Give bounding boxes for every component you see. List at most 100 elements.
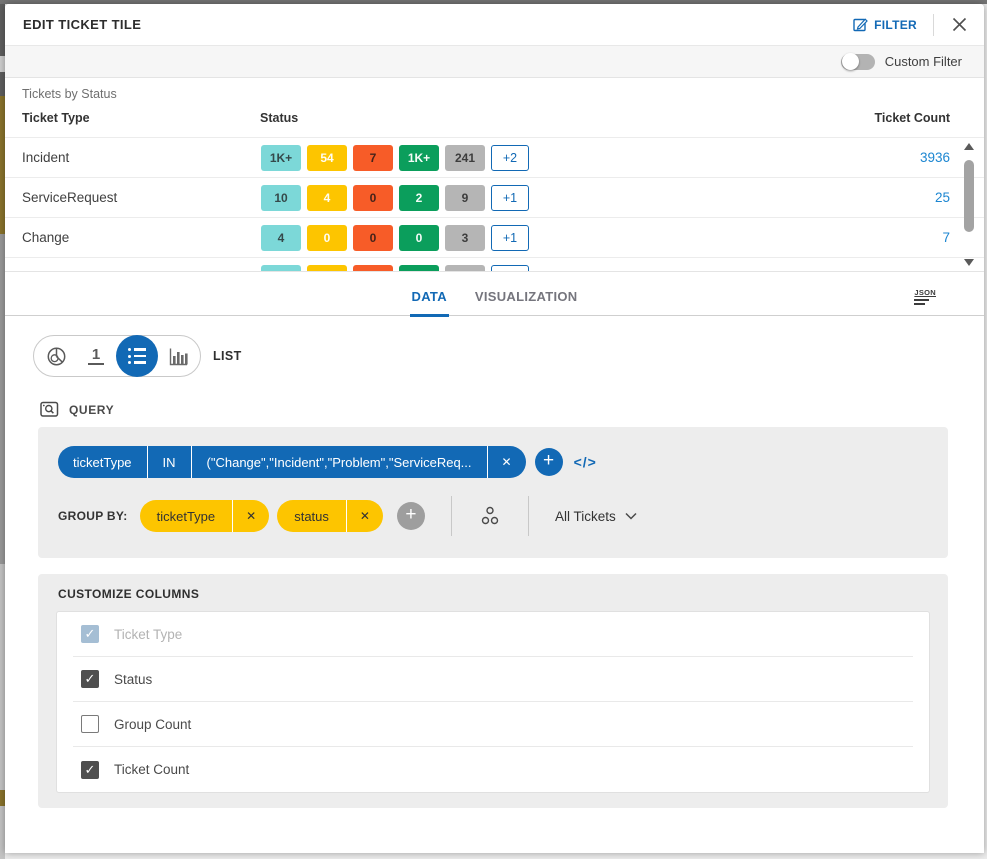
tile-preview: Tickets by Status Ticket Type Status Tic… — [5, 78, 984, 272]
close-icon[interactable] — [950, 16, 968, 34]
status-badge: 241 — [445, 144, 485, 171]
related-tickets-icon[interactable] — [478, 504, 502, 528]
column-header-ticket-type: Ticket Type — [22, 111, 90, 125]
status-badge: 10 — [261, 184, 301, 211]
query-remove-icon[interactable]: ✕ — [486, 446, 526, 478]
scroll-up-icon[interactable] — [964, 143, 974, 150]
status-badge: 0 — [353, 184, 393, 211]
add-group-by-button[interactable]: + — [396, 502, 425, 530]
table-viewport: Incident 1K+ 54 7 1K+ 241 +2 3936 ServiceRequest… — [5, 137, 984, 272]
table-column-headers: Ticket Type Status Ticket Count — [5, 111, 984, 131]
column-label: Group Count — [114, 716, 192, 732]
column-checkbox[interactable]: ✓ — [81, 760, 99, 779]
table-row: Change 4 0 0 0 3 +1 7 — [5, 218, 984, 258]
table-row — [5, 258, 984, 271]
status-badge: 0 — [307, 224, 347, 251]
status-badges — [261, 264, 529, 271]
status-badge: 0 — [399, 224, 439, 251]
column-label: Status — [114, 671, 153, 687]
custom-filter-label: Custom Filter — [884, 54, 962, 69]
status-badge: 0 — [353, 224, 393, 251]
json-view-icon[interactable]: JSON — [914, 288, 936, 305]
column-checkbox[interactable]: ✓ — [81, 670, 99, 688]
query-value[interactable]: ("Change","Incident","Problem","ServiceR… — [190, 446, 487, 478]
tab-bar: DATA VISUALIZATION JSON — [5, 286, 984, 317]
edit-ticket-tile-dialog: EDIT TICKET TILE FILTER Custom Filter Ti… — [5, 4, 984, 853]
more-statuses-button[interactable]: +1 — [491, 224, 529, 251]
query-operator[interactable]: IN — [146, 446, 191, 478]
column-option-row: ✓ Status — [73, 657, 913, 702]
status-badge — [261, 264, 301, 271]
ticket-count-link[interactable]: 7 — [942, 230, 950, 245]
chevron-down-icon — [625, 512, 637, 520]
code-editor-icon[interactable]: </> — [573, 454, 597, 470]
status-badges: 10 4 0 2 9 +1 — [261, 184, 529, 211]
column-option-row: Group Count — [73, 702, 913, 747]
divider — [527, 496, 529, 536]
status-badge: 4 — [261, 224, 301, 251]
tab-data[interactable]: DATA — [409, 286, 450, 317]
remove-group-by-icon[interactable]: ✕ — [232, 500, 269, 532]
more-statuses-button[interactable]: +2 — [491, 144, 529, 171]
chart-type-single-value-icon[interactable]: 1 — [76, 336, 116, 376]
tab-visualization[interactable]: VISUALIZATION — [474, 289, 578, 304]
toggle-knob — [841, 52, 859, 70]
ticket-count-link[interactable]: 3936 — [919, 150, 950, 165]
column-checkbox[interactable] — [81, 715, 99, 733]
scroll-down-icon[interactable] — [964, 259, 974, 266]
add-condition-button[interactable]: + — [534, 448, 563, 476]
chart-type-bar-icon[interactable] — [158, 336, 198, 376]
query-condition-pill: ticketType IN ("Change","Incident","Prob… — [58, 446, 526, 478]
column-option-row: ✓ Ticket Count — [73, 747, 913, 792]
more-statuses-button[interactable] — [491, 264, 529, 271]
query-section-title: QUERY — [69, 402, 115, 417]
chart-type-selector-row: 1 LIST — [33, 335, 984, 377]
table-row: ServiceRequest 10 4 0 2 9 +1 25 — [5, 178, 984, 218]
query-panel: ticketType IN ("Change","Incident","Prob… — [38, 427, 948, 558]
column-header-ticket-count: Ticket Count — [874, 111, 950, 125]
ticket-scope-dropdown[interactable]: All Tickets — [555, 509, 637, 524]
filter-button-label: FILTER — [874, 17, 917, 32]
group-by-pill: ticketType ✕ — [139, 500, 270, 532]
status-badge: 1K+ — [261, 144, 301, 171]
table-row: Incident 1K+ 54 7 1K+ 241 +2 3936 — [5, 138, 984, 178]
custom-filter-bar: Custom Filter — [5, 45, 984, 78]
header-divider — [933, 13, 934, 36]
query-field[interactable]: ticketType — [73, 454, 132, 470]
group-by-pill: status ✕ — [277, 500, 383, 532]
table-scrollbar[interactable] — [961, 143, 977, 266]
status-badge: 2 — [399, 184, 439, 211]
query-section-header: QUERY — [40, 401, 984, 418]
column-label: Ticket Count — [114, 762, 190, 777]
remove-group-by-icon[interactable]: ✕ — [345, 500, 383, 532]
status-badge: 7 — [353, 144, 393, 171]
status-badge: 9 — [445, 184, 485, 211]
group-by-field[interactable]: ticketType — [156, 508, 216, 524]
page-background-left — [0, 4, 5, 859]
query-pill-row: ticketType IN ("Change","Incident","Prob… — [58, 446, 928, 478]
column-header-status: Status — [260, 111, 299, 125]
ticket-type-cell: Change — [22, 230, 70, 245]
edit-pencil-icon — [853, 17, 868, 32]
query-icon — [40, 401, 59, 418]
custom-filter-toggle[interactable] — [840, 52, 875, 70]
status-badges: 4 0 0 0 3 +1 — [261, 224, 529, 251]
chart-type-pie-icon[interactable] — [36, 336, 76, 376]
group-by-field[interactable]: status — [294, 508, 329, 524]
status-badge: 3 — [445, 224, 485, 251]
group-by-row: GROUP BY: ticketType ✕ status ✕ + All Ticke… — [58, 496, 928, 536]
status-badges: 1K+ 54 7 1K+ 241 +2 — [261, 144, 529, 171]
dialog-header: EDIT TICKET TILE FILTER — [5, 4, 984, 45]
group-by-label: GROUP BY: — [58, 509, 128, 523]
scrollbar-thumb[interactable] — [964, 160, 974, 232]
column-label: Ticket Type — [114, 626, 183, 642]
status-badge — [307, 264, 347, 271]
more-statuses-button[interactable]: +1 — [491, 184, 529, 211]
ticket-count-link[interactable]: 25 — [934, 190, 950, 205]
columns-list: ✓ Ticket Type ✓ Status Group Count ✓ Ticket Co… — [56, 611, 930, 793]
chart-type-selected-label: LIST — [213, 349, 242, 363]
column-checkbox: ✓ — [81, 625, 99, 643]
filter-button[interactable]: FILTER — [853, 17, 917, 32]
chart-type-list-icon[interactable] — [116, 335, 158, 377]
customize-columns-title: CUSTOMIZE COLUMNS — [58, 587, 200, 601]
